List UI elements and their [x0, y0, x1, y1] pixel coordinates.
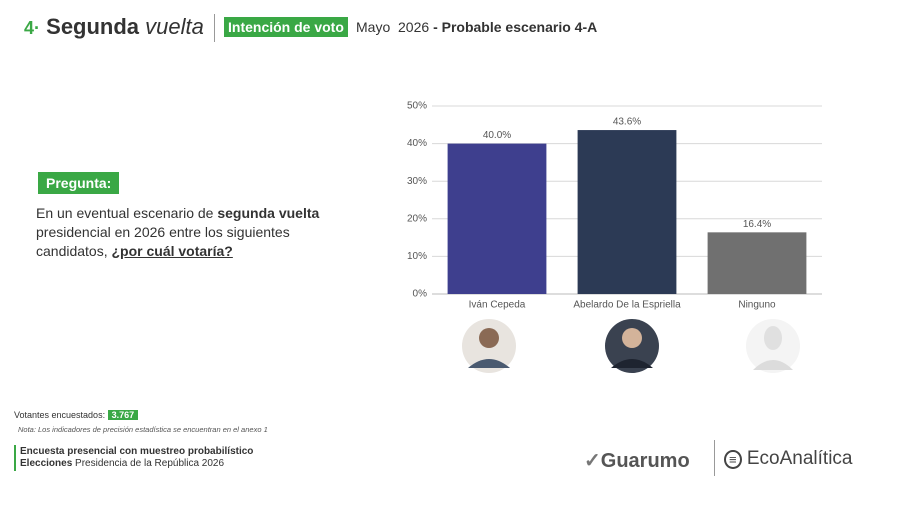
footer-bar [14, 445, 16, 471]
header-title: 4· Segunda vuelta [24, 14, 204, 40]
header-number: 4· [24, 18, 41, 38]
avatars [462, 319, 800, 373]
avatar-face [622, 328, 642, 348]
avatar-face [764, 326, 782, 350]
question-label: Pregunta: [38, 172, 120, 194]
avatar-face [479, 328, 499, 348]
election-text: Presidencia de la República 2026 [75, 458, 225, 469]
avatar-body [753, 360, 793, 370]
sample-value: 3.767 [107, 410, 139, 420]
value-label: 16.4% [743, 219, 771, 230]
method: Encuesta presencial con muestreo probabi… [20, 446, 254, 457]
value-label: 40.0% [483, 130, 511, 141]
scenario: - Probable escenario 4-A [433, 19, 598, 35]
y-tick-label: 40% [407, 138, 427, 149]
avatar-body [468, 359, 510, 368]
question-part: segunda vuelta [217, 205, 320, 221]
question-part: presidencial en 2026 entre los siguiente… [36, 224, 290, 259]
logo-ecoanalitica: ≡ EcoAnalítica [724, 448, 853, 470]
date: Mayo 2026 [356, 19, 430, 35]
election-bold: Elecciones [20, 458, 73, 469]
sample: Votantes encuestados: 3.767 [14, 410, 139, 420]
bar [577, 130, 677, 294]
bar [447, 143, 547, 294]
logo-text: Guarumo [600, 450, 690, 472]
election: Elecciones Presidencia de la República 2… [20, 458, 224, 469]
y-tick-label: 0% [413, 289, 428, 300]
divider [214, 14, 215, 42]
y-tick-label: 10% [407, 251, 427, 262]
x-tick-label: Iván Cepeda [469, 300, 526, 311]
logo-text: EcoAnalítica [746, 448, 853, 469]
y-tick-label: 50% [407, 101, 427, 112]
note: Nota: Los indicadores de precisión estad… [18, 425, 268, 434]
tag: Intención de voto [224, 17, 348, 37]
y-tick-label: 20% [407, 213, 427, 224]
sample-label: Votantes encuestados: [14, 410, 106, 420]
x-tick-label: Abelardo De la Espriella [573, 300, 681, 311]
avatar-body [611, 359, 653, 368]
y-tick-label: 30% [407, 176, 427, 187]
subtitle: Mayo 2026 - Probable escenario 4-A [356, 19, 597, 35]
question-part: En un eventual escenario de [36, 205, 218, 221]
bar [707, 232, 807, 294]
value-label: 43.6% [613, 117, 641, 128]
header-main: Segunda [46, 14, 140, 39]
question-text: En un eventual escenario de segunda vuel… [36, 204, 346, 261]
x-tick-label: Ninguno [738, 300, 776, 311]
header-italic: vuelta [145, 14, 204, 39]
logo-guarumo: ✓Guarumo [584, 450, 690, 472]
question-part: ¿por cuál votaría? [111, 243, 233, 259]
logo-divider [714, 440, 715, 476]
